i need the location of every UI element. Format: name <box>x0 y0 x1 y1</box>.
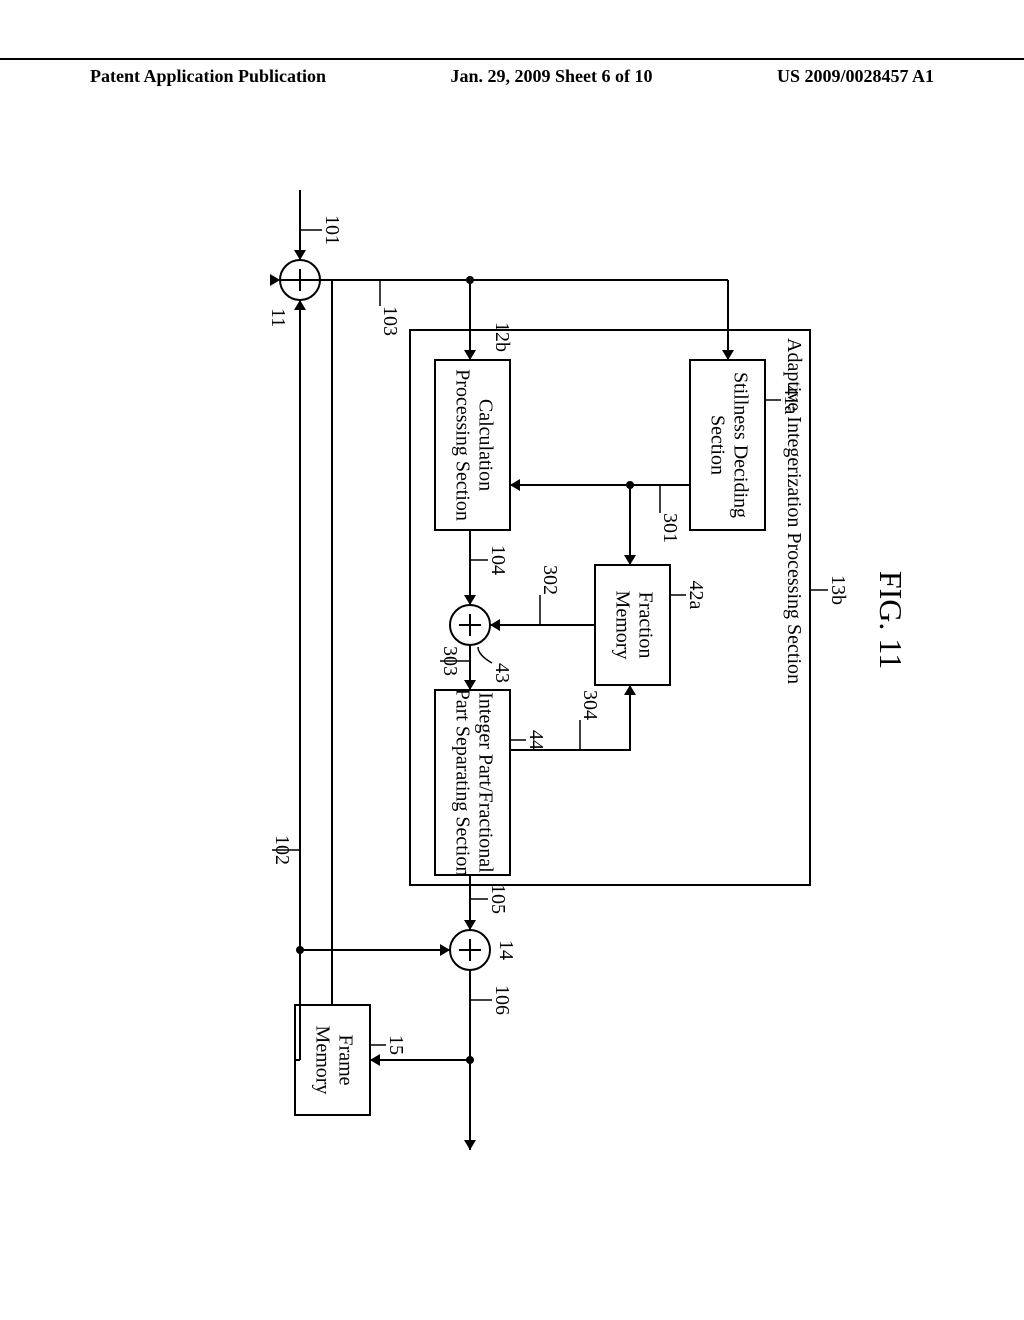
svg-text:Part Separating Section: Part Separating Section <box>451 689 473 877</box>
svg-text:41a: 41a <box>780 386 802 415</box>
svg-text:44: 44 <box>525 730 547 750</box>
svg-text:Memory: Memory <box>611 591 633 660</box>
svg-text:304: 304 <box>579 690 601 720</box>
svg-text:106: 106 <box>491 985 513 1015</box>
svg-text:12b: 12b <box>491 322 513 352</box>
svg-text:Integer Part/Fractional: Integer Part/Fractional <box>474 692 496 873</box>
svg-text:Calculation: Calculation <box>474 399 496 491</box>
svg-text:43: 43 <box>491 663 513 683</box>
header-center: Jan. 29, 2009 Sheet 6 of 10 <box>451 60 653 87</box>
svg-text:42a: 42a <box>685 581 707 610</box>
svg-text:11: 11 <box>267 308 289 327</box>
svg-text:301: 301 <box>659 513 681 543</box>
svg-text:105: 105 <box>487 884 509 914</box>
svg-text:Stillness Deciding: Stillness Deciding <box>729 372 751 518</box>
page: Patent Application Publication Jan. 29, … <box>0 0 1024 1320</box>
svg-text:103: 103 <box>379 306 401 336</box>
page-header: Patent Application Publication Jan. 29, … <box>0 58 1024 87</box>
svg-text:Section: Section <box>706 415 728 475</box>
svg-text:101: 101 <box>321 215 343 245</box>
svg-text:302: 302 <box>539 565 561 595</box>
svg-text:Processing Section: Processing Section <box>451 369 473 521</box>
svg-text:Frame: Frame <box>334 1034 356 1085</box>
svg-text:303: 303 <box>439 646 461 676</box>
header-left: Patent Application Publication <box>90 60 326 87</box>
svg-text:15: 15 <box>385 1035 407 1055</box>
svg-text:FIG. 11: FIG. 11 <box>873 571 909 669</box>
header-right: US 2009/0028457 A1 <box>777 60 934 87</box>
svg-text:Fraction: Fraction <box>634 592 656 659</box>
svg-text:104: 104 <box>487 545 509 575</box>
svg-text:14: 14 <box>495 940 517 960</box>
figure-diagram: FIG. 11Adaptive Integerization Processin… <box>80 150 940 1200</box>
svg-text:13b: 13b <box>827 575 849 605</box>
svg-text:Memory: Memory <box>311 1026 333 1095</box>
svg-text:102: 102 <box>271 835 293 865</box>
